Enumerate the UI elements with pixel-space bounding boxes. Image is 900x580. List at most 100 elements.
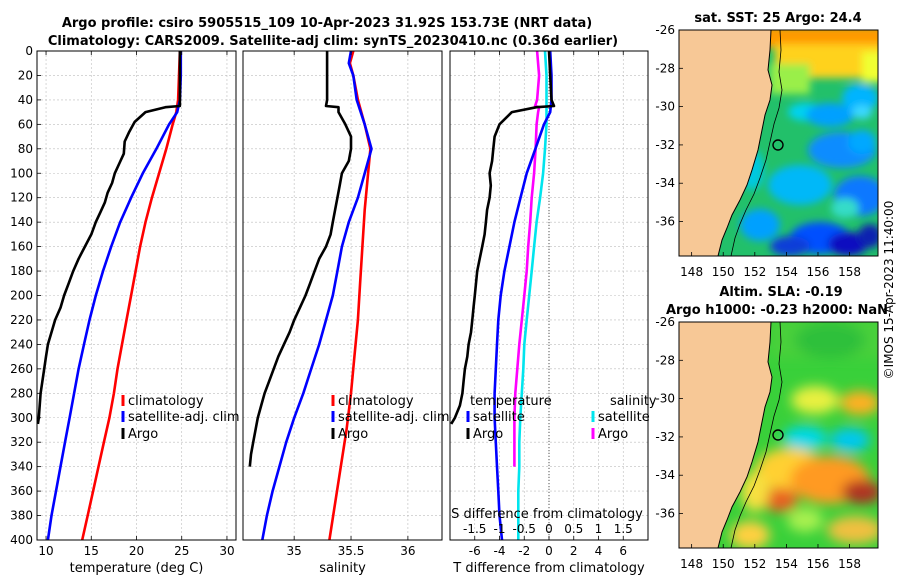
salinity-series-satellite-adj-clim [261, 50, 373, 541]
sst-map-ticks: 148 150 152 154 156 158 -26 -28 -30 -32 -34 -36 [655, 23, 861, 279]
sla-map-color-patches [730, 322, 878, 548]
y-tick-label: 200 [10, 289, 33, 303]
x-tick-label: 6 [619, 544, 627, 558]
map-x-tick-label: 156 [807, 557, 830, 571]
y-tick-label: 160 [10, 240, 33, 254]
map-y-tick-label: -34 [655, 176, 675, 190]
salinity-series-argo [248, 51, 353, 467]
sst-map-coastline [717, 29, 773, 257]
x-tick-label: 35 [287, 544, 302, 558]
sla-map-bathymetry-contour [730, 321, 783, 549]
y-tick-label: 360 [10, 484, 33, 498]
y-tick-label: 60 [18, 117, 33, 131]
sst-map-title: sat. SST: 25 Argo: 24.4 [694, 11, 861, 26]
salinity-tick-label: -1 [494, 522, 506, 536]
map-y-tick-label: -36 [655, 215, 675, 229]
sla-map-argo-marker [772, 429, 784, 441]
temperature-series-argo [36, 51, 182, 425]
x-tick-label: -6 [469, 544, 481, 558]
map-y-tick-label: -36 [655, 507, 675, 521]
salinity-tick-label: -0.5 [513, 522, 536, 536]
y-tick-label: 380 [10, 509, 33, 523]
sla-map-title-1: Altim. SLA: -0.19 [719, 285, 842, 300]
map-x-tick-label: 148 [680, 557, 703, 571]
map-x-tick-label: 150 [712, 557, 735, 571]
y-tick-label: 320 [10, 435, 33, 449]
temperature-series-satellite-adj-clim [46, 51, 183, 541]
sla-map-ticks: 148 150 152 154 156 158 -26 -28 -30 -32 -34 -36 [655, 315, 861, 571]
sst-map-land [679, 30, 772, 256]
y-tick-label: 100 [10, 166, 33, 180]
legend-satellite-label: satellite-adj. clim [128, 410, 240, 425]
x-tick-label: 35.5 [338, 544, 365, 558]
sst-map: 148 150 152 154 156 158 -26 -28 -30 -32 -34 -36 [655, 23, 879, 279]
sla-map-land [679, 322, 772, 548]
map-x-tick-label: 152 [743, 265, 766, 279]
salinity-tick-label: 1.5 [614, 522, 633, 536]
legend-temperature-satellite-label: satellite [473, 410, 525, 425]
map-x-tick-label: 158 [838, 557, 861, 571]
x-tick-label: 2 [570, 544, 578, 558]
y-tick-label: 240 [10, 337, 33, 351]
axes-box [242, 50, 443, 541]
legend-temperature-argo-label: Argo [473, 427, 503, 442]
x-tick-label: -4 [494, 544, 506, 558]
temperature-diff-argo [450, 50, 556, 425]
x-tick-label: 10 [38, 544, 53, 558]
sst-map-bathymetry-contour [730, 29, 783, 257]
y-tick-label: 220 [10, 313, 33, 327]
map-y-tick-label: -30 [655, 100, 675, 114]
sla-map-coastline [717, 321, 773, 549]
map-x-tick-label: 154 [775, 557, 798, 571]
salinity-tick-label: 0 [545, 522, 553, 536]
salinity-tick-label: 1 [595, 522, 603, 536]
y-tick-label: 40 [18, 93, 33, 107]
legend-temperature-title: temperature [470, 394, 552, 409]
title-line-2: Climatology: CARS2009. Satellite-adj cli… [48, 34, 618, 49]
map-y-tick-label: -28 [655, 353, 675, 367]
y-tick-label: 180 [10, 264, 33, 278]
map-x-tick-label: 152 [743, 557, 766, 571]
y-tick-label: 20 [18, 68, 33, 82]
imos-timestamp: ©IMOS 15-Apr-2023 11:40:00 [882, 201, 896, 380]
salinity-tick-label: 0.5 [564, 522, 583, 536]
map-y-tick-label: -26 [655, 315, 675, 329]
legend-climatology-label: climatology [128, 394, 204, 409]
sla-map-frame [678, 321, 879, 549]
x-axis-label: T difference from climatology [452, 561, 645, 576]
salinity-panel: 35 35.5 36 salinity climatologysatellite-adj… [242, 50, 450, 576]
y-tick-label: 400 [10, 533, 33, 547]
x-tick-label: 15 [84, 544, 99, 558]
legend-salinity-argo-label: Argo [598, 427, 628, 442]
sst-map-frame [678, 29, 879, 257]
y-tick-label: 280 [10, 386, 33, 400]
map-x-tick-label: 154 [775, 265, 798, 279]
map-y-tick-label: -30 [655, 392, 675, 406]
map-y-tick-label: -32 [655, 138, 675, 152]
x-axis-label: temperature (deg C) [70, 561, 204, 576]
legend-climatology-label: climatology [338, 394, 414, 409]
temperature-diff-satellite [493, 50, 553, 541]
map-y-tick-label: -26 [655, 23, 675, 37]
title-line-1: Argo profile: csiro 5905515_109 10-Apr-2… [62, 16, 592, 31]
sla-map: 148 150 152 154 156 158 -26 -28 -30 -32 -34 -36 [655, 315, 879, 571]
legend-argo-label: Argo [128, 427, 158, 442]
map-x-tick-label: 148 [680, 265, 703, 279]
legend-salinity-satellite-label: satellite [598, 410, 650, 425]
y-tick-label: 140 [10, 215, 33, 229]
y-tick-label: 80 [18, 142, 33, 156]
map-y-tick-label: -32 [655, 430, 675, 444]
y-tick-label: 300 [10, 411, 33, 425]
y-tick-label: 120 [10, 191, 33, 205]
x-tick-label: 20 [129, 544, 144, 558]
salinity-axis-label: S difference from climatology [451, 507, 643, 522]
temperature-panel: 0 20 40 60 80 100 120 140 160 180 200 220 240 260 280 3… [10, 44, 240, 576]
x-tick-label: 4 [595, 544, 603, 558]
salinity-tick-label: -1.5 [463, 522, 486, 536]
x-tick-label: 36 [400, 544, 415, 558]
map-x-tick-label: 150 [712, 265, 735, 279]
y-tick-label: 0 [25, 44, 33, 58]
x-tick-label: 25 [174, 544, 189, 558]
sst-map-argo-marker [772, 139, 784, 151]
map-x-tick-label: 156 [807, 265, 830, 279]
